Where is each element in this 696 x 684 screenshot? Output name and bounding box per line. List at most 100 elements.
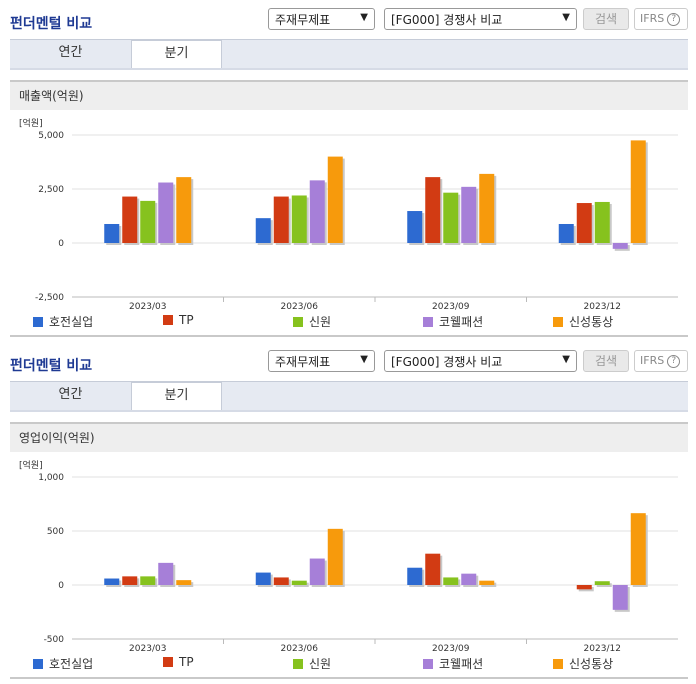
legend-swatch: [553, 317, 563, 327]
legend-label: 호전실업: [49, 657, 94, 671]
legend-label: 신성통상: [569, 657, 614, 671]
legend-item: TP: [163, 655, 194, 669]
x-tick-label: 2023/09: [432, 302, 470, 310]
legend-swatch: [423, 317, 433, 327]
compare-group-value: [FG000] 경쟁사 비교: [391, 355, 503, 369]
legend-swatch: [33, 659, 43, 669]
bar: [291, 580, 307, 585]
legend-swatch: [553, 659, 563, 669]
statement-type-value: 주재무제표: [275, 355, 331, 369]
legend-label: 신원: [309, 657, 332, 671]
legend-swatch: [293, 317, 303, 327]
fundamental-compare-section-2: 펀더멘털 비교 주재무제표 ▼ [FG000] 경쟁사 비교 ▼ 검색 IFRS? …: [0, 342, 696, 684]
section-title: 펀더멘털 비교: [10, 16, 93, 32]
bar: [104, 223, 120, 243]
chevron-down-icon: ▼: [360, 354, 368, 365]
legend-label: 신원: [309, 315, 332, 329]
ifrs-label: IFRS: [640, 354, 665, 367]
statement-type-select[interactable]: 주재무제표 ▼: [268, 8, 375, 30]
tab-divider: [10, 68, 688, 70]
panel-title: 영업이익(억원): [10, 422, 688, 452]
compare-group-select[interactable]: [FG000] 경쟁사 비교 ▼: [384, 350, 577, 372]
x-tick-label: 2023/12: [584, 644, 621, 652]
compare-group-value: [FG000] 경쟁사 비교: [391, 13, 503, 27]
legend-item: 코웰패션: [423, 655, 483, 672]
x-tick-label: 2023/03: [129, 302, 166, 310]
bar: [176, 580, 192, 585]
tab-quarterly[interactable]: 분기: [131, 382, 222, 412]
bar: [425, 177, 441, 243]
legend-item: 신원: [293, 313, 331, 330]
legend-item: 호전실업: [33, 655, 93, 672]
legend-label: 호전실업: [49, 315, 94, 329]
ifrs-help-button[interactable]: IFRS?: [634, 350, 688, 372]
search-button[interactable]: 검색: [583, 8, 629, 30]
chart-legend: 호전실업 TP 신원 코웰패션 신성통상: [0, 313, 696, 329]
x-tick-label: 2023/06: [281, 302, 319, 310]
bar: [594, 201, 610, 243]
search-button[interactable]: 검색: [583, 350, 629, 372]
bar: [407, 211, 423, 243]
section-bottom-border: [10, 677, 688, 679]
period-tabs: 연간 분기: [10, 381, 688, 412]
unit-label: [억원]: [19, 459, 43, 471]
ifrs-label: IFRS: [640, 12, 665, 25]
legend-item: 신성통상: [553, 313, 613, 330]
bar: [104, 578, 120, 585]
statement-type-select[interactable]: 주재무제표 ▼: [268, 350, 375, 372]
bar: [140, 576, 156, 585]
legend-item: 신성통상: [553, 655, 613, 672]
revenue-chart: [억원] 5,000 2,500 0 -2,500 2023/03 2023/06 2023/…: [19, 117, 678, 310]
bar: [176, 177, 192, 243]
y-tick-label: 1,000: [38, 473, 64, 483]
legend-item: 신원: [293, 655, 331, 672]
legend-label: TP: [179, 313, 194, 327]
bar: [443, 192, 459, 243]
bar: [612, 243, 628, 249]
bar: [576, 203, 592, 243]
bar: [309, 180, 325, 243]
bar: [158, 562, 174, 585]
bar: [630, 140, 646, 243]
bar-shadow: [596, 583, 612, 587]
bar: [558, 223, 574, 243]
y-tick-label: 2,500: [38, 185, 64, 195]
legend-swatch: [293, 659, 303, 669]
bar: [461, 573, 477, 585]
bar: [273, 196, 289, 243]
legend-label: 코웰패션: [439, 315, 484, 329]
legend-swatch: [163, 315, 173, 325]
tab-annual[interactable]: 연간: [58, 45, 83, 60]
bar: [576, 585, 592, 590]
bar: [122, 196, 138, 243]
bar: [255, 218, 271, 243]
tab-divider: [10, 410, 688, 412]
y-tick-label: 500: [47, 527, 64, 537]
tab-quarterly[interactable]: 분기: [131, 40, 222, 70]
x-tick-label: 2023/06: [281, 644, 319, 652]
bar: [594, 581, 610, 585]
section-bottom-border: [10, 335, 688, 337]
bar: [407, 567, 423, 585]
ifrs-help-button[interactable]: IFRS?: [634, 8, 688, 30]
unit-label: [억원]: [19, 117, 43, 129]
period-tabs: 연간 분기: [10, 39, 688, 70]
x-tick-label: 2023/09: [432, 644, 470, 652]
bar: [122, 576, 138, 585]
tab-annual[interactable]: 연간: [58, 387, 83, 402]
bar: [255, 572, 271, 585]
bar: [612, 585, 628, 610]
chevron-down-icon: ▼: [562, 354, 570, 365]
legend-label: 신성통상: [569, 315, 614, 329]
bar: [291, 195, 307, 243]
chevron-down-icon: ▼: [360, 12, 368, 23]
help-icon: ?: [667, 12, 681, 26]
y-tick-label: -2,500: [35, 293, 64, 303]
compare-group-select[interactable]: [FG000] 경쟁사 비교 ▼: [384, 8, 577, 30]
bar: [273, 577, 289, 585]
bar: [479, 173, 495, 243]
chevron-down-icon: ▼: [562, 12, 570, 23]
bar: [309, 558, 325, 585]
bar: [140, 200, 156, 243]
panel-title: 매출액(억원): [10, 80, 688, 110]
